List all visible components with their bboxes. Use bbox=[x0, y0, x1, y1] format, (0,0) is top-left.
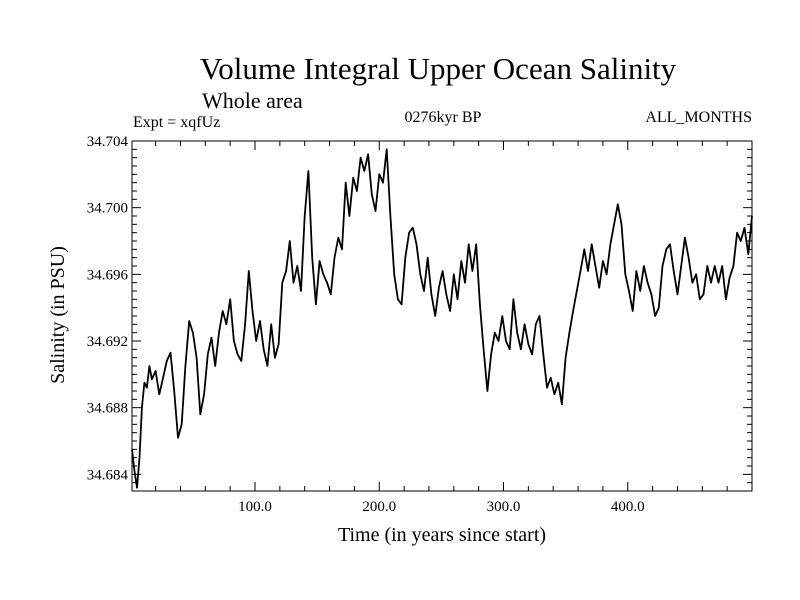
x-tick-label: 200.0 bbox=[362, 499, 396, 515]
y-axis-label: Salinity (in PSU) bbox=[47, 246, 69, 384]
chart-title: Volume Integral Upper Ocean Salinity bbox=[200, 51, 677, 86]
y-tick-label: 34.692 bbox=[87, 334, 128, 350]
x-tick-label: 400.0 bbox=[611, 499, 645, 515]
y-tick-label: 34.688 bbox=[87, 401, 128, 417]
x-axis-label: Time (in years since start) bbox=[338, 524, 546, 546]
y-tick-label: 34.696 bbox=[87, 267, 129, 283]
months-label: ALL_MONTHS bbox=[645, 109, 752, 126]
salinity-series-line bbox=[131, 148, 753, 489]
x-tick-label: 300.0 bbox=[487, 499, 521, 515]
experiment-label: Expt = xqfUz bbox=[133, 114, 220, 131]
chart-subtitle: Whole area bbox=[202, 88, 303, 113]
x-tick-label: 100.0 bbox=[238, 499, 272, 515]
y-tick-label: 34.700 bbox=[87, 201, 128, 217]
y-tick-label: 34.684 bbox=[87, 467, 129, 483]
plot-area: 100.0 200.0 300.0 400.0 34.684 34.688 34.692 34… bbox=[87, 134, 753, 515]
period-label: 0276kyr BP bbox=[405, 109, 482, 126]
y-tick-label: 34.704 bbox=[87, 134, 129, 150]
